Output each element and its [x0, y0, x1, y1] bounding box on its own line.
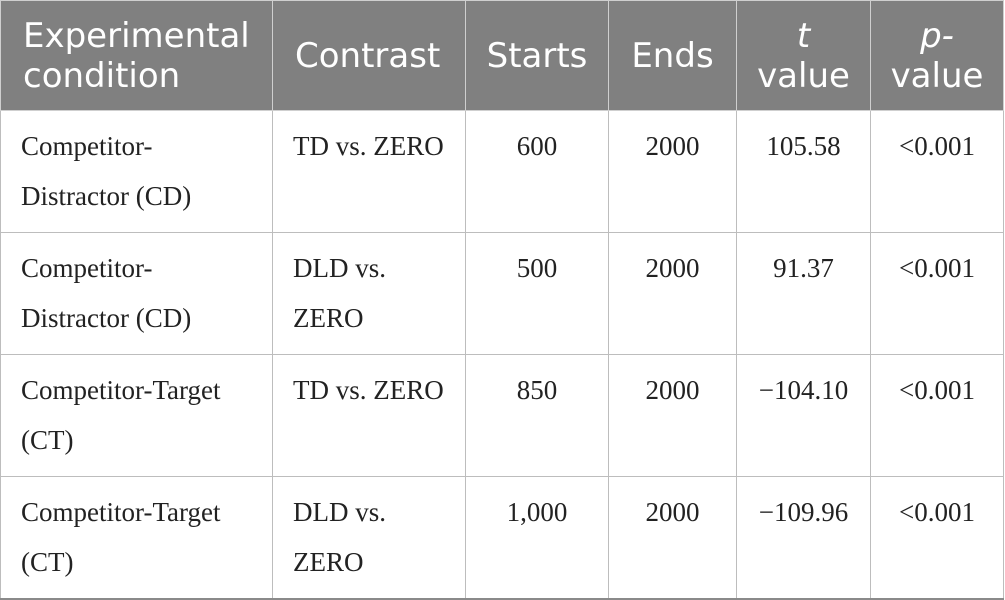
cell-ends: 2000 [608, 476, 737, 600]
header-t-symbol: t [796, 15, 811, 56]
cell-starts: 1,000 [465, 476, 609, 600]
table-header: Experimental condition Contrast Starts E… [0, 0, 1004, 111]
cell-contrast: DLD vs. ZERO [272, 476, 466, 600]
cell-t-value: 91.37 [736, 232, 871, 355]
cell-t-value: −109.96 [736, 476, 871, 600]
table-row: Competitor-Target (CT) DLD vs. ZERO 1,00… [0, 476, 1004, 600]
cell-condition: Competitor-Target (CT) [0, 476, 273, 600]
table-row: Competitor-Target (CT) TD vs. ZERO 850 2… [0, 354, 1004, 477]
cell-t-value: 105.58 [736, 110, 871, 233]
cell-contrast: TD vs. ZERO [272, 110, 466, 233]
cell-contrast: TD vs. ZERO [272, 354, 466, 477]
cell-condition: Competitor-Distractor (CD) [0, 110, 273, 233]
header-p-label: value [890, 55, 984, 96]
cell-condition: Competitor-Target (CT) [0, 354, 273, 477]
table-body: Competitor-Distractor (CD) TD vs. ZERO 6… [0, 110, 1004, 600]
header-starts: Starts [465, 0, 609, 111]
cell-ends: 2000 [608, 232, 737, 355]
cell-p-value: <0.001 [870, 354, 1004, 477]
header-p-symbol: p- [920, 15, 954, 56]
cell-starts: 500 [465, 232, 609, 355]
table-row: Competitor-Distractor (CD) DLD vs. ZERO … [0, 232, 1004, 355]
cell-p-value: <0.001 [870, 110, 1004, 233]
header-t-label: value [757, 55, 850, 96]
cell-ends: 2000 [608, 110, 737, 233]
header-contrast: Contrast [272, 0, 466, 111]
cell-t-value: −104.10 [736, 354, 871, 477]
cell-ends: 2000 [608, 354, 737, 477]
cell-p-value: <0.001 [870, 476, 1004, 600]
table-row: Competitor-Distractor (CD) TD vs. ZERO 6… [0, 110, 1004, 233]
cell-condition: Competitor-Distractor (CD) [0, 232, 273, 355]
cell-starts: 600 [465, 110, 609, 233]
cell-contrast: DLD vs. ZERO [272, 232, 466, 355]
header-p-value: p- value [870, 0, 1004, 111]
cell-starts: 850 [465, 354, 609, 477]
header-t-value: t value [736, 0, 871, 111]
header-ends: Ends [608, 0, 737, 111]
header-row: Experimental condition Contrast Starts E… [0, 0, 1004, 111]
header-experimental-condition: Experimental condition [0, 0, 273, 111]
cell-p-value: <0.001 [870, 232, 1004, 355]
